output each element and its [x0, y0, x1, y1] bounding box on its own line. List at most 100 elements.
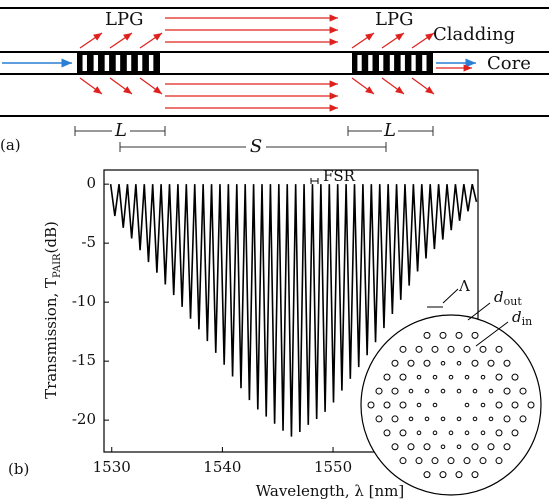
air-hole	[408, 388, 414, 394]
air-hole	[463, 457, 471, 465]
diameter-label: din	[512, 308, 532, 328]
grating-gap	[400, 55, 405, 71]
air-hole	[383, 401, 391, 409]
y-tick-label: -20	[72, 410, 96, 428]
diameter-label: dout	[494, 288, 522, 308]
air-hole	[503, 415, 511, 423]
y-label-text: Transmission, T	[42, 278, 60, 399]
grating-gap	[422, 55, 427, 71]
air-hole	[488, 388, 494, 394]
air-hole	[503, 443, 511, 451]
air-hole	[416, 430, 422, 436]
x-axis-label: Wavelength, λ [nm]	[256, 482, 404, 500]
air-hole	[480, 374, 486, 380]
air-hole	[471, 443, 479, 451]
air-hole	[487, 359, 495, 367]
air-hole	[423, 471, 431, 479]
air-hole	[456, 416, 462, 422]
air-hole	[391, 443, 399, 451]
air-hole	[464, 430, 470, 436]
y-label-sub: PAIR	[52, 253, 63, 278]
air-hole	[399, 345, 407, 353]
air-hole	[448, 374, 454, 380]
air-hole	[511, 401, 519, 409]
air-hole	[399, 429, 407, 437]
x-tick-label: 1540	[203, 458, 241, 476]
air-hole	[439, 471, 447, 479]
air-hole	[431, 457, 439, 465]
air-hole	[495, 401, 503, 409]
air-hole	[479, 345, 487, 353]
air-hole	[399, 401, 407, 409]
air-hole	[424, 416, 430, 422]
air-hole	[447, 457, 455, 465]
grating-gap	[104, 55, 110, 71]
air-hole	[440, 416, 446, 422]
grating-gap	[357, 55, 362, 71]
air-hole	[471, 359, 479, 367]
label-sub: out	[504, 295, 523, 308]
air-hole	[464, 374, 470, 380]
air-hole	[503, 387, 511, 395]
cladding-light	[351, 32, 375, 49]
air-hole	[440, 444, 446, 450]
leader	[475, 321, 509, 347]
air-hole	[487, 443, 495, 451]
air-hole	[375, 387, 383, 395]
air-hole	[456, 360, 462, 366]
cladding-light	[109, 77, 133, 95]
air-hole	[431, 345, 439, 353]
air-hole	[432, 374, 438, 380]
y-tick-label: -15	[72, 351, 96, 369]
air-hole	[407, 359, 415, 367]
air-hole	[511, 373, 519, 381]
y-axis-label: Transmission, TPAIR(dB)	[42, 221, 63, 399]
grating-gap	[389, 55, 395, 71]
air-hole	[439, 331, 447, 339]
lpg-label: LPG	[105, 9, 143, 30]
air-hole	[399, 457, 407, 465]
air-hole	[495, 429, 503, 437]
air-hole	[447, 345, 455, 353]
air-hole	[383, 429, 391, 437]
air-hole	[391, 415, 399, 423]
grating-gap	[93, 55, 99, 71]
cladding-light	[381, 77, 405, 95]
air-hole	[391, 387, 399, 395]
air-hole	[471, 471, 479, 479]
fiber-diagram: LPG LPG Cladding Core (a) L S L	[0, 7, 549, 157]
y-tick-label: -5	[81, 233, 96, 251]
air-hole	[456, 444, 462, 450]
y-tick-label: -10	[72, 292, 96, 310]
air-hole	[527, 401, 535, 409]
air-hole	[503, 359, 511, 367]
leader	[442, 288, 459, 304]
air-hole	[455, 471, 463, 479]
cladding-light	[79, 77, 103, 95]
air-hole	[480, 430, 486, 436]
length-label: L	[383, 120, 396, 141]
air-hole	[495, 373, 503, 381]
grating-gap	[148, 55, 154, 71]
grating-gap	[379, 55, 384, 71]
label-main: d	[494, 288, 504, 306]
grating-gap	[137, 55, 143, 71]
grating-gap	[126, 55, 132, 71]
panel-label: (b)	[8, 460, 29, 478]
separation-label: S	[250, 136, 262, 157]
x-tick-label: 1550	[314, 458, 352, 476]
air-hole	[375, 415, 383, 423]
core-label: Core	[487, 53, 531, 74]
air-hole	[415, 457, 423, 465]
panel-label: (a)	[0, 136, 21, 154]
air-hole	[423, 359, 431, 367]
transmission-line	[109, 183, 478, 437]
air-hole	[416, 374, 422, 380]
air-hole	[448, 430, 454, 436]
cladding-light	[109, 32, 133, 49]
cladding-light	[411, 77, 435, 95]
air-hole	[424, 388, 430, 394]
cladding-light	[79, 32, 103, 49]
air-hole	[464, 402, 470, 408]
air-hole	[383, 373, 391, 381]
